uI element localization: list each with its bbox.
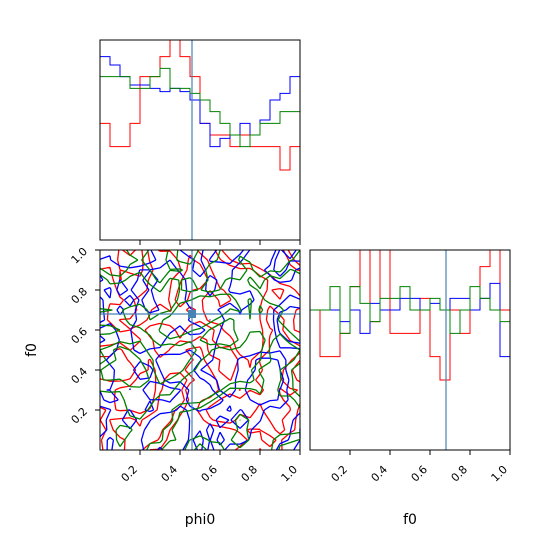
contour-red: [99, 249, 301, 451]
x-tick-label: 1.0: [489, 463, 511, 485]
contour-x-ticks: 0.2 0.4 0.6 0.8 1.0: [119, 450, 301, 484]
x-tick-label: 0.6: [409, 463, 431, 485]
y-tick-label: 1.0: [69, 245, 91, 267]
hist-phi0-series-group: [100, 39, 300, 171]
x-tick-label: 0.2: [329, 463, 351, 485]
x-tick-label: 0.8: [239, 463, 261, 485]
y-tick-label: 0.8: [69, 285, 91, 307]
x-tick-label: 0.4: [369, 463, 391, 485]
x-axis-label-f0: f0: [403, 512, 417, 528]
x-axis-label-phi0: phi0: [185, 512, 216, 528]
hist-series-green: [100, 67, 300, 148]
contour-lines: [99, 249, 301, 451]
hist-phi0-panel: [99, 39, 301, 245]
contour-green: [99, 249, 301, 451]
hist-f0-panel: 0.2 0.4 0.6 0.8 1.0: [309, 249, 511, 484]
hist-f0-series-group: [310, 249, 510, 381]
hist-series-red: [100, 39, 300, 171]
x-tick-label: 1.0: [279, 463, 301, 485]
hist-f0-x-ticks: 0.2 0.4 0.6 0.8 1.0: [329, 450, 511, 484]
x-tick-label: 0.8: [449, 463, 471, 485]
x-tick-label: 0.4: [159, 463, 181, 485]
x-tick-label: 0.2: [119, 463, 141, 485]
y-tick-label: 0.4: [69, 365, 91, 387]
contour-y-ticks: 0.2 0.4 0.6 0.8 1.0: [69, 245, 100, 427]
hist-series-blue: [100, 56, 300, 148]
y-tick-label: 0.2: [69, 405, 91, 427]
x-tick-label: 0.6: [199, 463, 221, 485]
truth-marker: [188, 310, 196, 318]
hist-series-green: [310, 286, 510, 334]
hist-phi0-ticks: [139, 240, 301, 245]
contour-panel-phi0-f0: 0.2 0.4 0.6 0.8 1.0 0.2 0.4 0.6 0.8 1.0: [69, 245, 301, 484]
y-axis-label-f0: f0: [24, 343, 40, 357]
y-tick-label: 0.6: [69, 325, 91, 347]
contour-green: [99, 249, 301, 451]
